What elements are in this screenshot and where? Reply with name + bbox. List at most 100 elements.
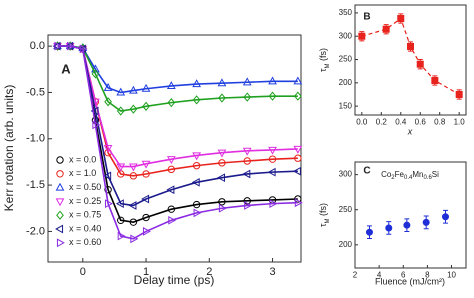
- marker: [168, 215, 177, 225]
- marker: [293, 145, 303, 154]
- marker: [455, 90, 463, 98]
- marker: [294, 154, 302, 162]
- legend-marker: [56, 210, 64, 220]
- y-label-unit: (fs): [318, 48, 328, 64]
- marker: [441, 213, 449, 221]
- annotation-part: 0.4: [404, 175, 413, 181]
- y-axis-label: Kerr rotation (arb. units): [2, 85, 16, 212]
- marker: [218, 93, 226, 103]
- marker: [130, 234, 139, 244]
- y-label-symbol: τ: [318, 223, 328, 227]
- y-label-unit: (fs): [318, 203, 328, 219]
- marker: [218, 198, 226, 206]
- legend-label: x = 1.0: [69, 168, 96, 178]
- x-tick-label: 0.0: [356, 117, 368, 126]
- annotation: Co2Fe0.4Mn0.6Si: [381, 170, 439, 180]
- marker: [79, 44, 88, 54]
- y-tick-label: 300: [339, 170, 353, 179]
- legend-label: x = 0.25: [69, 196, 101, 206]
- y-tick-label: 200: [339, 240, 353, 249]
- marker: [385, 224, 393, 232]
- marker: [242, 77, 252, 86]
- legend-marker: [55, 198, 65, 207]
- x-tick-label: 1.0: [454, 117, 466, 126]
- marker: [293, 76, 303, 85]
- marker: [293, 91, 302, 101]
- x-tick-label: 6: [401, 270, 406, 279]
- x-tick-label: 0.8: [434, 117, 446, 126]
- marker: [243, 157, 251, 165]
- x-axis-label: Delay time (ps): [134, 273, 215, 287]
- y-label-subscript: M: [325, 63, 331, 68]
- marker: [431, 77, 439, 85]
- legend-marker: [56, 238, 65, 248]
- marker: [192, 79, 202, 88]
- x-tick-label: 0: [80, 266, 86, 278]
- legend-marker: [55, 182, 65, 191]
- x-tick-label: 2: [206, 266, 212, 278]
- marker: [267, 167, 276, 177]
- y-tick-label: -1.5: [26, 179, 45, 191]
- y-tick-label: 300: [339, 31, 353, 40]
- x-tick-label: 8: [425, 270, 430, 279]
- marker: [193, 208, 202, 218]
- marker: [192, 200, 201, 209]
- marker: [407, 42, 414, 50]
- marker: [268, 76, 277, 85]
- legend-marker: [56, 156, 64, 164]
- series-line: [57, 45, 298, 240]
- x-tick-label: 4: [377, 270, 382, 279]
- marker: [167, 98, 176, 108]
- marker: [167, 165, 176, 174]
- y-label-symbol: τ: [318, 68, 328, 72]
- marker: [269, 199, 278, 208]
- marker: [115, 199, 124, 208]
- plot-frame: [47, 34, 302, 263]
- y-tick-label: 200: [339, 78, 353, 87]
- marker: [166, 185, 175, 195]
- legend-label: x = 0.50: [69, 182, 101, 192]
- y-tick-label: 150: [339, 101, 353, 110]
- annotation-part: 0.6: [423, 175, 432, 181]
- marker: [358, 32, 366, 40]
- marker: [142, 170, 150, 178]
- marker: [422, 218, 430, 226]
- marker: [244, 201, 253, 210]
- marker: [166, 81, 176, 90]
- x-tick-label: 2: [353, 270, 358, 279]
- y-axis-label: τM (fs): [318, 203, 330, 227]
- marker: [217, 173, 225, 183]
- annotation-part: Fe: [395, 170, 405, 179]
- marker: [129, 172, 138, 180]
- legend-label: x = 0.60: [69, 237, 101, 247]
- x-tick-label: 0.4: [395, 117, 407, 126]
- y-tick-label: -0.5: [26, 86, 45, 98]
- x-tick-label: 10: [447, 270, 456, 279]
- marker: [141, 194, 150, 204]
- legend-label: x = 0.75: [69, 210, 101, 220]
- marker: [67, 41, 76, 51]
- marker: [142, 213, 150, 222]
- y-label-subscript: M: [325, 218, 331, 223]
- x-tick-label: 3: [269, 266, 275, 278]
- marker: [218, 159, 226, 167]
- marker: [142, 227, 151, 236]
- marker: [105, 199, 113, 208]
- plot-frame: [354, 4, 467, 116]
- marker: [142, 101, 150, 111]
- marker: [117, 216, 125, 225]
- marker: [141, 83, 151, 92]
- marker: [416, 60, 424, 68]
- y-tick-label: 250: [339, 205, 353, 214]
- y-tick-label: -2.0: [26, 225, 45, 237]
- marker: [129, 104, 138, 114]
- annotation-part: Co: [381, 170, 392, 179]
- annotation-part: Si: [432, 170, 439, 179]
- marker: [403, 221, 411, 229]
- marker: [103, 82, 113, 91]
- marker: [217, 149, 227, 158]
- marker: [117, 231, 126, 241]
- marker: [104, 186, 112, 194]
- legend-marker: [55, 224, 64, 234]
